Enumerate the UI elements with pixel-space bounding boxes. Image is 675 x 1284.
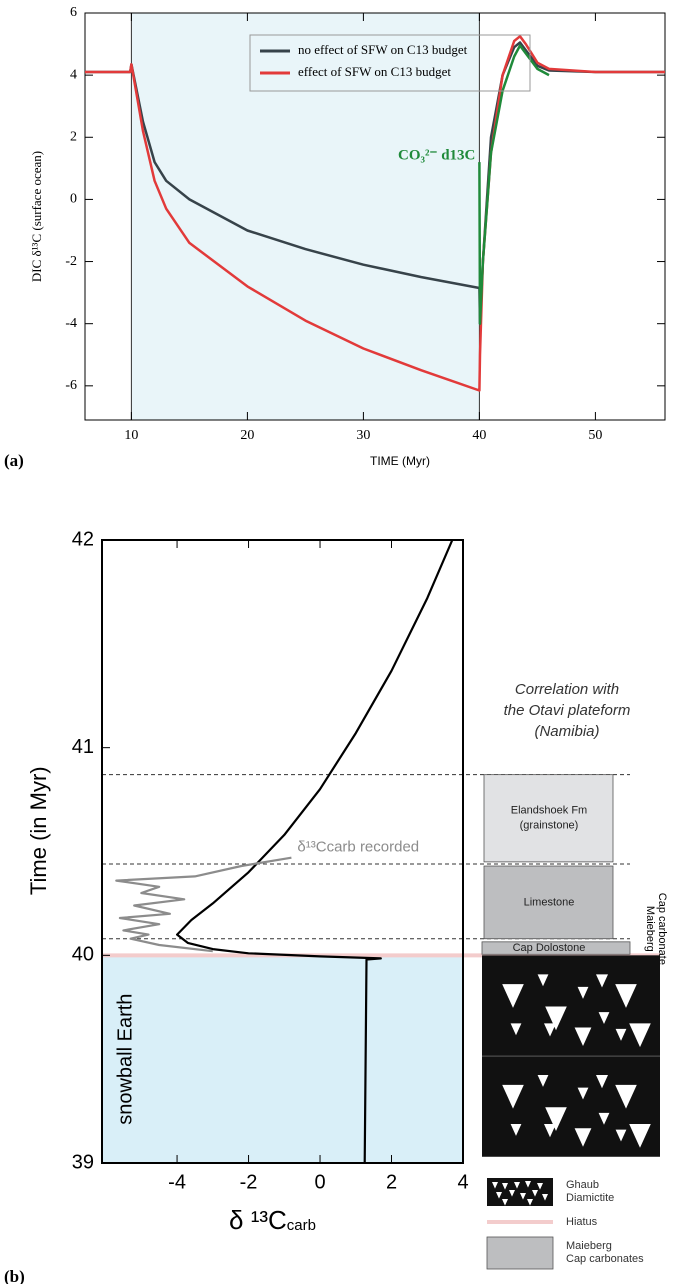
clast (496, 1192, 502, 1199)
clast (545, 1006, 567, 1031)
clast (615, 984, 637, 1008)
clast (510, 1023, 522, 1036)
key-label: Ghaub (566, 1179, 599, 1191)
panel: snowball Earth -4 -2 0 2 4 39 40 41 42 δ¹³Ccarb re… (4, 528, 668, 1284)
y-axis-label: Time (in Myr) (26, 766, 51, 895)
group-label: Cap carbonate (656, 893, 668, 965)
y-axis-label: DIC δ¹³C (surface ocean) (29, 151, 44, 282)
y-tick-label: 41 (72, 736, 94, 758)
legend-label: no effect of SFW on C13 budget (298, 42, 468, 57)
y-tick-label: 6 (70, 5, 77, 20)
clast (577, 1087, 589, 1100)
clast (527, 1199, 533, 1206)
x-tick-label: 10 (124, 428, 138, 443)
clast (537, 1075, 549, 1087)
x-tick-label: 50 (588, 428, 602, 443)
clast (537, 974, 549, 987)
clast (510, 1124, 522, 1136)
legend-box (249, 34, 531, 92)
panel-label: (a) (4, 451, 24, 470)
clast (598, 1012, 610, 1025)
group-label: Maieberg (644, 906, 656, 952)
strat-unit (483, 865, 614, 940)
y-tick-label: 40 (72, 944, 94, 966)
strat-unit-label: Limestone (524, 896, 575, 908)
x-axis-label: δ ¹³Ccarb (229, 1205, 316, 1235)
column-title: the Otavi plateform (504, 702, 631, 719)
strat-unit (483, 774, 614, 863)
clast (502, 984, 524, 1008)
strat-unit-label: (grainstone) (520, 820, 579, 832)
shade-region (131, 13, 480, 420)
x-axis-label-sub: carb (287, 1217, 316, 1234)
y-tick-label: -2 (65, 254, 77, 269)
clast (509, 1190, 515, 1197)
x-axis-label: TIME (Myr) (370, 454, 430, 468)
plot-frame (84, 12, 666, 421)
series-line (478, 44, 550, 325)
clast (629, 1023, 651, 1048)
clast (520, 1193, 526, 1200)
y-tick-label: 4 (70, 67, 77, 82)
key-label: Maieberg (566, 1240, 612, 1252)
legend-label: effect of SFW on C13 budget (298, 64, 451, 79)
clast (544, 1124, 556, 1138)
series-line (115, 856, 292, 953)
clast (525, 1181, 531, 1188)
clast (537, 1183, 543, 1190)
y-tick-label: -6 (65, 378, 77, 393)
strat-unit-label: Elandshoek Fm (511, 805, 587, 817)
series-line (176, 539, 454, 1164)
series-label: CO₃²⁻ d13C (398, 148, 475, 164)
clast (629, 1124, 651, 1148)
clast (577, 986, 589, 999)
clast (574, 1027, 592, 1047)
y-tick-label: 42 (72, 528, 94, 550)
clast (514, 1182, 520, 1189)
x-tick-label: -4 (168, 1171, 186, 1193)
strat-unit-label: Cap Dolostone (513, 942, 586, 954)
clast (615, 1028, 627, 1041)
key-label: Diamictite (566, 1192, 614, 1204)
strat-unit (481, 941, 631, 955)
x-tick-label: 20 (240, 428, 254, 443)
panel: 10 20 30 40 50 -6 -4 -2 0 2 4 6 CO₃²⁻ d13C no effect … (4, 5, 666, 470)
clast (502, 1199, 508, 1206)
clast (545, 1107, 567, 1132)
clast (544, 1023, 556, 1037)
key-label: Hiatus (566, 1216, 598, 1228)
shade-label: snowball Earth (114, 994, 136, 1125)
x-tick-label: 4 (457, 1171, 468, 1193)
clast (596, 974, 608, 988)
column-title: (Namibia) (534, 723, 599, 740)
clast (598, 1112, 610, 1125)
clast (542, 1194, 548, 1201)
clast (574, 1128, 592, 1147)
y-tick-label: -4 (65, 316, 77, 331)
clast (615, 1129, 627, 1142)
shade-region (102, 955, 463, 1163)
x-tick-label: 40 (472, 428, 486, 443)
clast (502, 1084, 524, 1109)
x-tick-label: -2 (240, 1171, 258, 1193)
key-cap (486, 1236, 554, 1270)
y-tick-label: 39 (72, 1151, 94, 1173)
x-tick-label: 0 (314, 1171, 325, 1193)
plot-frame (101, 539, 464, 1164)
clast (532, 1190, 538, 1197)
clast (502, 1183, 508, 1190)
key-label: Cap carbonates (566, 1253, 644, 1265)
y-tick-label: 2 (70, 129, 77, 144)
x-tick-label: 2 (386, 1171, 397, 1193)
x-tick-label: 30 (356, 428, 370, 443)
clast (615, 1084, 637, 1109)
series-label: δ¹³Ccarb recorded (297, 839, 419, 856)
clast (492, 1182, 498, 1189)
y-tick-label: 0 (70, 192, 77, 207)
x-axis-label-main: δ ¹³C (229, 1205, 287, 1235)
column-title: Correlation with (515, 681, 619, 698)
panel-label: (b) (4, 1267, 25, 1284)
clast (596, 1075, 608, 1089)
